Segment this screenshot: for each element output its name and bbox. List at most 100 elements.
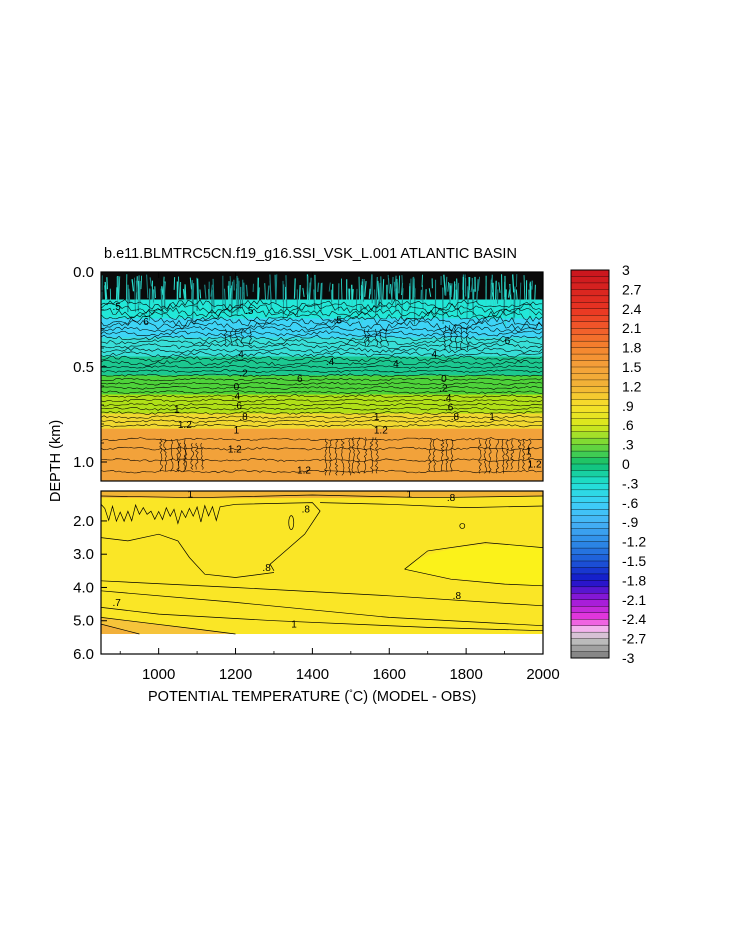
upper-contour-squiggle	[432, 439, 436, 472]
surface-streak	[256, 277, 259, 316]
colorbar: 3 2.7 2.4 2.1 1.8 1.5 1.2 .9 .6 .3 0 -.3 -.6 -.9 -1.2 -…	[570, 262, 646, 666]
upper-contour-squiggle	[510, 439, 514, 470]
lower-contour-mid-top	[320, 502, 543, 508]
upper-contour-label: .5	[245, 306, 254, 317]
colorbar-step	[570, 379, 610, 387]
surface-streak	[512, 274, 515, 293]
upper-contour-squiggle	[483, 439, 488, 474]
surface-streak	[106, 277, 109, 290]
lower-contour-deep-3	[101, 607, 543, 632]
upper-contour-line	[101, 343, 543, 350]
x-tick-label: 1200	[219, 666, 252, 683]
upper-contour-squiggle	[428, 439, 432, 472]
surface-streak	[140, 275, 143, 290]
colorbar-step	[570, 450, 610, 459]
colorbar-step	[570, 366, 610, 374]
colorbar-frame	[570, 269, 610, 659]
colorbar-step	[570, 295, 610, 303]
upper-contour-label: 1	[489, 412, 495, 423]
surface-streak	[391, 276, 394, 303]
surface-streak	[137, 280, 140, 307]
upper-contour-line	[101, 334, 543, 341]
upper-contour-squiggle	[379, 328, 383, 347]
lower-contour-label: .8	[262, 563, 271, 574]
x-tick-label: 1800	[449, 666, 482, 683]
lower-contour-label: 1	[187, 490, 193, 501]
surface-streak	[507, 289, 511, 298]
surface-streak	[257, 287, 260, 309]
chart-title: b.e11.BLMTRC5CN.f19_g16.SSI_VSK_L.001 AT…	[104, 246, 517, 262]
surface-streak	[341, 278, 343, 313]
surface-streak	[146, 274, 149, 299]
x-tick-label: 1400	[296, 666, 329, 683]
colorbar-step	[570, 528, 610, 536]
upper-contour-line	[101, 355, 543, 362]
colorbar-tick-label: -1.2	[622, 534, 646, 550]
upper-contour-squiggle	[375, 437, 379, 474]
upper-contour-line	[101, 377, 543, 382]
colorbar-step	[570, 412, 610, 420]
upper-contour-squiggle	[348, 439, 352, 476]
colorbar-step	[570, 340, 610, 349]
upper-contour-line	[101, 415, 543, 420]
colorbar-step	[570, 373, 610, 381]
colorbar-step	[570, 515, 610, 523]
surface-streak	[266, 285, 270, 301]
surface-streak	[230, 281, 234, 317]
upper-contour-squiggle	[522, 439, 526, 470]
surface-streak	[313, 289, 316, 310]
colorbar-tick-label: .3	[622, 437, 634, 453]
colorbar-step	[570, 282, 610, 290]
upper-contour-line	[101, 320, 543, 332]
colorbar-step	[570, 386, 610, 394]
surface-streak	[387, 274, 391, 294]
surface-streak	[208, 289, 210, 310]
upper-contour-squiggle	[163, 439, 167, 472]
surface-streak	[533, 284, 536, 313]
colorbar-tick-label: 0	[622, 456, 630, 472]
upper-contour-squiggle	[177, 442, 182, 470]
colorbar-step	[570, 276, 610, 284]
upper-contour-label: .2	[239, 369, 248, 380]
upper-contour-squiggle	[454, 325, 458, 351]
surface-streak	[494, 280, 497, 309]
upper-contour-label: 1	[526, 446, 532, 457]
upper-contour-line	[101, 458, 543, 462]
upper-contour-squiggle	[495, 439, 499, 474]
upper-band-7	[101, 413, 543, 431]
lower-contour-label: .8	[302, 505, 311, 516]
lower-contour-left-lens	[101, 533, 275, 578]
surface-streak	[189, 277, 192, 290]
lower-contour-ragged	[101, 502, 321, 571]
upper-contour-line	[101, 419, 543, 424]
upper-contour-squiggle	[369, 437, 374, 474]
lower-warm-top	[101, 491, 543, 499]
y-tick-label-lower: 3.0	[73, 546, 94, 563]
surface-streak	[475, 279, 479, 303]
surface-streak	[178, 276, 180, 298]
upper-contour-line	[101, 469, 543, 474]
surface-streak	[401, 275, 404, 291]
upper-contour-squiggle	[324, 439, 328, 476]
upper-contour-label: .2	[439, 384, 448, 395]
upper-contour-squiggle	[478, 439, 482, 474]
upper-contour-squiggle	[351, 437, 355, 474]
x-tick-label: 1600	[373, 666, 406, 683]
surface-streak	[422, 285, 424, 309]
surface-streak	[450, 283, 453, 298]
upper-contour-squiggle	[440, 439, 445, 472]
surface-streak	[364, 281, 367, 297]
surface-streak	[509, 285, 512, 295]
surface-streak	[319, 283, 322, 311]
upper-contour-label: 1.2	[178, 420, 192, 431]
lower-contour-dot	[459, 523, 466, 529]
colorbar-step	[570, 644, 610, 653]
colorbar-step	[570, 470, 610, 478]
colorbar-tick-label: .6	[622, 417, 634, 433]
surface-streak	[378, 282, 381, 306]
y-tick-label-upper: 0.0	[73, 264, 94, 281]
surface-streak	[445, 276, 448, 296]
surface-streak	[183, 284, 186, 307]
upper-band-2	[101, 318, 543, 340]
surface-streak	[154, 286, 156, 299]
